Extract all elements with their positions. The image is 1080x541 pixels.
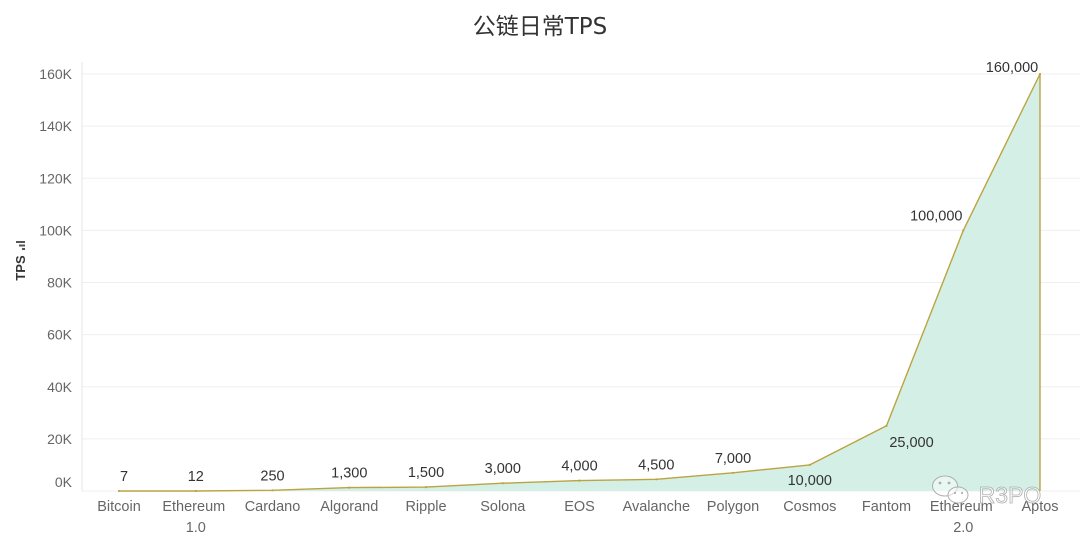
- watermark: R3PO: [932, 475, 1042, 508]
- data-label: 160,000: [986, 60, 1038, 76]
- data-label: 4,500: [638, 457, 674, 473]
- x-tick-label: Cosmos: [783, 499, 836, 515]
- x-tick-label: Aptos: [1021, 499, 1058, 515]
- x-tick-label: Cardano: [245, 499, 301, 515]
- wechat-bubble-large: [932, 475, 958, 497]
- data-point: [424, 486, 428, 489]
- data-label: 250: [260, 468, 284, 484]
- data-point: [578, 479, 581, 482]
- data-label: 7,000: [715, 451, 751, 467]
- y-axis-title-group: TPS: [13, 241, 28, 281]
- data-label: 7: [120, 469, 128, 485]
- x-tick-label: EOS: [564, 499, 595, 515]
- data-label: 100,000: [910, 208, 962, 224]
- watermark-text: R3PO: [979, 482, 1042, 508]
- sort-bar: [22, 248, 25, 250]
- x-tick-label-line: 1.0: [186, 520, 206, 536]
- wechat-eye: [947, 481, 951, 485]
- x-tick-label: Solona: [480, 499, 526, 515]
- x-tick-label: Ripple: [405, 499, 446, 515]
- data-point: [117, 489, 121, 493]
- sort-bars-icon: [16, 241, 25, 250]
- wechat-icon: [932, 475, 969, 504]
- data-point: [962, 229, 965, 232]
- data-label: 25,000: [889, 435, 933, 451]
- y-tick-label: 120K: [39, 170, 72, 186]
- wechat-eye: [953, 491, 957, 495]
- data-point: [1038, 72, 1042, 76]
- sort-bar: [16, 241, 25, 243]
- x-tick-label: Polygon: [707, 499, 759, 515]
- data-labels: 7 12 250 1,300 1,500 3,000 4,000 4,500 7,000 10,0…: [120, 60, 1038, 489]
- x-tick-label-line: Ethereum: [930, 499, 997, 515]
- data-point: [194, 489, 197, 493]
- chart-title: 公链日常TPS: [473, 14, 608, 40]
- y-tick-label: 20K: [47, 431, 73, 447]
- data-label: 3,000: [485, 461, 521, 477]
- data-label: 12: [188, 469, 204, 485]
- series-line: [119, 73, 1041, 492]
- data-label: 10,000: [788, 473, 832, 489]
- y-axis-title: TPS: [13, 255, 28, 281]
- data-point: [501, 482, 504, 485]
- data-label: 4,000: [561, 459, 597, 475]
- x-tick-label: Fantom: [862, 499, 911, 515]
- data-point: [731, 471, 735, 474]
- y-tick-label: 60K: [47, 327, 73, 343]
- x-tick-label: Bitcoin: [97, 499, 141, 515]
- series-layer: [119, 73, 1041, 492]
- x-tick-label: Avalanche: [623, 499, 690, 515]
- y-tick-label: 100K: [39, 222, 72, 238]
- x-tick-labels: Bitcoin Ethereum 1.0 Cardano Algorand Ripple…: [97, 499, 1058, 536]
- y-tick-label: 160K: [39, 66, 72, 82]
- area-fill: [119, 74, 1040, 491]
- x-tick-label-line: 2.0: [953, 520, 973, 536]
- sort-bar: [19, 244, 25, 247]
- y-tick-labels: 0K 20K 40K 60K 80K 100K 120K 140K 160K: [39, 66, 72, 490]
- gridlines: [82, 73, 1080, 492]
- x-tick-label: Ethereum 2.0: [930, 499, 997, 536]
- wechat-eye: [960, 491, 964, 495]
- y-tick-label: 40K: [47, 379, 73, 395]
- data-point: [655, 478, 658, 481]
- data-point: [271, 489, 274, 492]
- x-tick-label: Ethereum 1.0: [162, 499, 229, 536]
- x-tick-label-line: Ethereum: [162, 499, 229, 515]
- wechat-bubble-small: [947, 486, 969, 504]
- data-points: [117, 72, 1042, 493]
- data-label: 1,500: [408, 465, 444, 481]
- y-tick-label: 80K: [47, 275, 73, 291]
- y-tick-label: 140K: [39, 118, 72, 134]
- data-point: [885, 424, 888, 427]
- data-point: [348, 486, 351, 489]
- wechat-eye: [938, 481, 942, 485]
- data-label: 1,300: [331, 466, 367, 482]
- data-point: [808, 463, 811, 466]
- x-tick-label: Algorand: [320, 499, 378, 515]
- y-tick-label: 0K: [55, 474, 73, 490]
